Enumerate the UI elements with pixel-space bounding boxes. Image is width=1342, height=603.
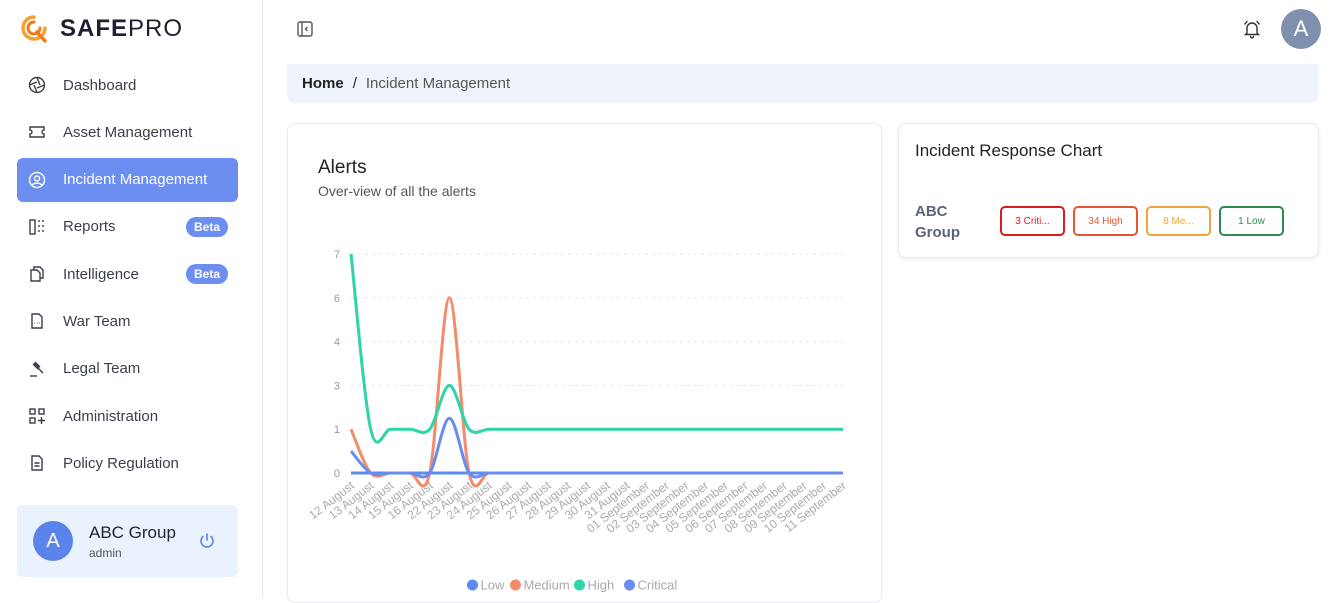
copy-icon bbox=[27, 264, 47, 284]
nav-item-policy-regulation[interactable]: Policy Regulation bbox=[17, 441, 238, 485]
user-card: A ABC Group admin bbox=[17, 505, 238, 577]
breadcrumb-current: Incident Management bbox=[365, 75, 511, 92]
y-tick-label: 7 bbox=[334, 249, 340, 261]
nav-item-label: Dashboard bbox=[63, 76, 137, 94]
file-text-icon bbox=[27, 453, 47, 473]
sidebar: SAFEPRO Dashboard Asset Management Incid… bbox=[0, 0, 263, 597]
breadcrumb-separator: / bbox=[352, 75, 357, 92]
nav-item-label: Incident Management bbox=[63, 171, 208, 189]
nav-item-label: Policy Regulation bbox=[63, 454, 179, 472]
nav-item-dashboard[interactable]: Dashboard bbox=[17, 63, 238, 107]
nav-item-war-team[interactable]: War Team bbox=[17, 299, 238, 343]
nav-item-label: Reports bbox=[63, 218, 116, 236]
series-line-critical bbox=[349, 416, 843, 479]
sidebar-nav: Dashboard Asset Management Incident Mana… bbox=[17, 63, 238, 489]
columns-icon bbox=[27, 217, 47, 237]
severity-high-chip[interactable]: 34 High bbox=[1073, 206, 1138, 236]
breadcrumb-home-link[interactable]: Home bbox=[302, 75, 344, 92]
breadcrumb: Home / Incident Management bbox=[287, 64, 1318, 103]
series-line-medium bbox=[349, 296, 843, 488]
beta-badge: Beta bbox=[185, 216, 228, 237]
nav-item-legal-team[interactable]: Legal Team bbox=[17, 347, 238, 391]
nav-item-incident-management[interactable]: Incident Management bbox=[17, 157, 238, 202]
user-role: admin bbox=[89, 545, 122, 560]
severity-low-chip[interactable]: 1 Low bbox=[1219, 206, 1284, 236]
profile-avatar[interactable]: A bbox=[1281, 9, 1321, 49]
alerts-subtitle: Over-view of all the alerts bbox=[318, 183, 476, 199]
nav-item-label: War Team bbox=[63, 312, 131, 330]
group-label: ABC Group bbox=[915, 203, 960, 241]
beta-badge: Beta bbox=[185, 264, 228, 285]
nav-item-label: Intelligence bbox=[63, 265, 139, 283]
safepro-logo-icon bbox=[21, 15, 47, 43]
incident-response-card: Incident Response Chart ABC Group 3 Crit… bbox=[898, 123, 1319, 258]
gavel-icon bbox=[27, 359, 47, 379]
y-tick-label: 4 bbox=[334, 337, 340, 349]
sidebar-toggle-icon[interactable] bbox=[296, 20, 314, 38]
nav-item-administration[interactable]: Administration bbox=[17, 394, 238, 438]
nav-item-asset-management[interactable]: Asset Management bbox=[17, 110, 238, 154]
user-info: ABC Group admin bbox=[89, 523, 176, 560]
power-icon[interactable] bbox=[198, 532, 216, 550]
legend-marker-high bbox=[574, 579, 585, 591]
avatar[interactable]: A bbox=[33, 521, 73, 561]
legend-label-medium: Medium bbox=[524, 578, 570, 593]
legend-label-high: High bbox=[588, 578, 615, 593]
apps-add-icon bbox=[27, 406, 47, 426]
nav-item-reports[interactable]: Reports Beta bbox=[17, 205, 238, 249]
y-tick-label: 0 bbox=[334, 468, 340, 480]
y-tick-label: 1 bbox=[334, 424, 340, 436]
y-tick-label: 6 bbox=[334, 293, 340, 305]
severity-medium-chip[interactable]: 8 Me... bbox=[1146, 206, 1211, 236]
legend-label-critical: Critical bbox=[638, 578, 678, 593]
series-line-high bbox=[349, 253, 843, 444]
severity-critical-chip[interactable]: 3 Criti... bbox=[1000, 206, 1065, 236]
alerts-card: Alerts Over-view of all the alerts 0 1 3 4 6… bbox=[287, 123, 882, 603]
user-name: ABC Group bbox=[89, 522, 176, 542]
alerts-title: Alerts bbox=[318, 157, 367, 178]
user-circle-icon bbox=[27, 170, 47, 190]
y-tick-label: 3 bbox=[334, 380, 340, 392]
nav-item-intelligence[interactable]: Intelligence Beta bbox=[17, 252, 238, 296]
nav-item-label: Asset Management bbox=[63, 123, 193, 141]
legend-marker-critical bbox=[624, 579, 635, 591]
legend-label-low: Low bbox=[481, 578, 505, 593]
incident-response-title: Incident Response Chart bbox=[915, 141, 1103, 160]
bell-icon[interactable] bbox=[1242, 19, 1262, 39]
brand-name: SAFEPRO bbox=[60, 15, 184, 42]
ticket-icon bbox=[27, 122, 47, 142]
legend-marker-low bbox=[467, 579, 478, 591]
legend-marker-medium bbox=[510, 579, 521, 591]
brand-logo[interactable]: SAFEPRO bbox=[20, 14, 183, 44]
nav-item-label: Administration bbox=[63, 407, 159, 425]
nav-item-label: Legal Team bbox=[63, 360, 141, 378]
aperture-icon bbox=[27, 75, 47, 95]
file-dots-icon bbox=[27, 311, 47, 331]
